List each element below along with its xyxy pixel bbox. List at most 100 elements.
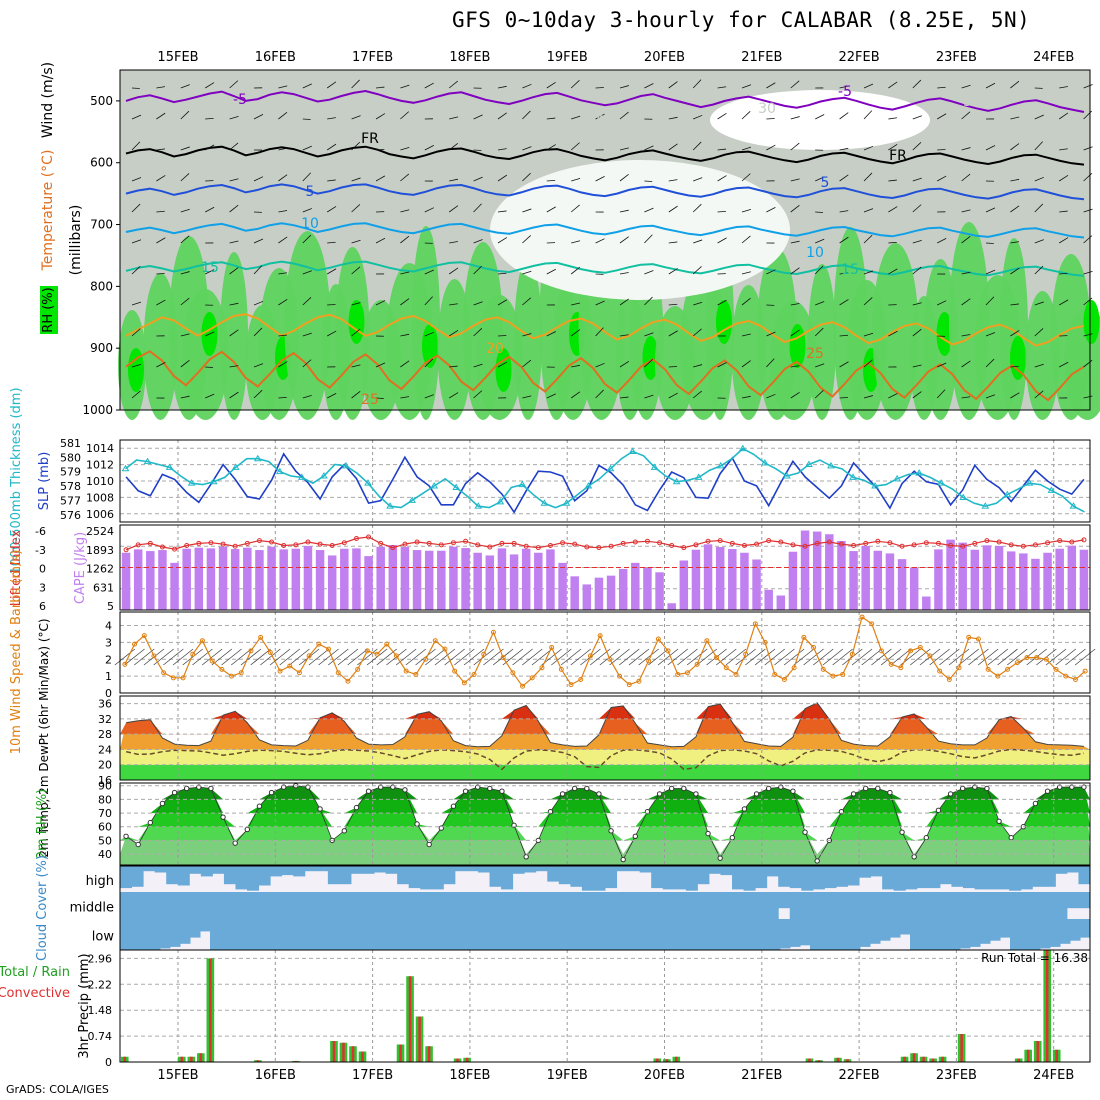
- wind-speed-point: [985, 666, 991, 672]
- cloud-cover-cell: [1032, 892, 1045, 919]
- wind-barb: [1083, 146, 1093, 151]
- wind-barb: [968, 648, 989, 666]
- rh-point: [862, 785, 869, 792]
- x-tick-label-top: 22FEB: [839, 50, 880, 65]
- cloud-cover-cell: [820, 919, 831, 950]
- precip-convective-bar: [456, 1058, 459, 1062]
- wind-barb: [929, 648, 950, 666]
- cloud-cover-cell: [905, 892, 918, 919]
- cloud-cover-cell: [250, 919, 261, 950]
- cloud-cover-cell: [810, 919, 821, 950]
- rh-point: [571, 785, 578, 792]
- cloud-cover-cell: [454, 866, 467, 872]
- temp-ylabel: 2m Temp, 2m DewPt (6hr Min/Max) (°C): [37, 618, 51, 857]
- wind-barb: [546, 206, 556, 213]
- wind-barb: [1059, 148, 1068, 151]
- cape-tick-label: 5: [107, 600, 114, 613]
- precip-ylabel: 3hr Precip (mm): [77, 953, 92, 1058]
- wind-barb: [1010, 365, 1019, 368]
- rh-point: [850, 791, 857, 797]
- cloud-cover-cell: [431, 892, 444, 919]
- cape-bar: [376, 546, 385, 610]
- wind-barb: [278, 361, 288, 368]
- y-tick-label: 1000: [82, 403, 113, 417]
- lifted-index-point: [911, 542, 917, 548]
- cloud-cover-cell: [397, 866, 410, 885]
- thickness-point: [871, 482, 879, 489]
- precip-convective-bar: [361, 1051, 364, 1062]
- rh-point: [559, 791, 566, 797]
- cloud-cover-cell: [801, 892, 814, 919]
- wind-barb: [644, 359, 653, 368]
- contour-label: 15: [201, 260, 219, 276]
- rh-point: [875, 785, 881, 792]
- wind-barb: [790, 116, 800, 120]
- wind-barb: [638, 648, 659, 666]
- cloud-cover-cell: [900, 919, 911, 935]
- precip-convective-bar: [675, 1056, 678, 1062]
- thickness-point: [1047, 486, 1056, 493]
- wind-barb: [546, 144, 556, 151]
- wind-barb: [741, 111, 751, 120]
- wind-barb: [693, 239, 703, 244]
- x-tick-label-top: 17FEB: [352, 50, 393, 65]
- wind-barb: [693, 177, 703, 182]
- wind-speed-point: [170, 675, 176, 681]
- wind-barb: [131, 141, 141, 151]
- isotherm-line: [125, 89, 1085, 113]
- lifted-index-point: [1069, 539, 1075, 545]
- wind-barb: [522, 83, 532, 89]
- wind-barb: [327, 117, 336, 120]
- cloud-cover-cell: [477, 892, 491, 919]
- wind-barb: [839, 361, 849, 368]
- cloud-cover-cell: [140, 919, 151, 950]
- wind-barb: [644, 207, 654, 213]
- cloud-cover-cell: [420, 866, 433, 890]
- cloud-cover-cell: [362, 866, 375, 874]
- precip-convective-bar: [351, 1046, 355, 1062]
- cloud-cover-cell: [220, 919, 231, 950]
- wind-speed-point: [888, 661, 894, 667]
- cape-bar: [922, 596, 931, 610]
- wind-barb: [497, 272, 507, 275]
- x-tick-label-top: 20FEB: [644, 50, 685, 65]
- wind-barb: [961, 236, 971, 244]
- contour-label: 25: [806, 346, 824, 362]
- wind-barb: [531, 648, 553, 666]
- rh-point: [487, 785, 493, 792]
- cape-ylabel: CAPE (J/kg): [73, 532, 88, 604]
- cloud-cover-cell: [431, 866, 444, 890]
- wind-barb: [888, 330, 898, 337]
- wind-speed-point: [267, 650, 273, 655]
- wind-speed-point: [568, 682, 574, 688]
- wind-barb: [985, 394, 996, 399]
- wind-barb: [522, 110, 531, 120]
- wind-barb: [424, 358, 434, 368]
- thickness-ylabel: 1000-500mb Thickness (dm): [9, 387, 24, 574]
- cloud-cover-cell: [600, 919, 611, 950]
- cloud-cover-cell: [400, 919, 411, 950]
- precip-tick-label: 1.48: [88, 1004, 113, 1017]
- wind-speed-point: [743, 651, 749, 657]
- cape-tick-label: 631: [93, 581, 114, 594]
- cloud-cover-cell: [690, 919, 701, 950]
- wind-speed-point: [1063, 673, 1069, 679]
- wind-barb: [863, 172, 873, 182]
- isotherm-line: [125, 145, 1085, 166]
- wind-barb: [156, 362, 166, 368]
- cloud-cover-cell: [385, 892, 398, 919]
- isotherm-line: [125, 260, 1085, 277]
- cloud-cover-cell: [812, 892, 825, 919]
- wind-speed-point: [452, 668, 458, 674]
- slp-tick-label: 1010: [86, 475, 114, 488]
- legend-wind-label: Wind (m/s): [40, 62, 56, 138]
- wind-barb: [961, 334, 971, 337]
- cape-bar: [994, 546, 1004, 610]
- run-total-label: Run Total =: [981, 951, 1050, 965]
- wind-barb: [667, 648, 688, 666]
- cloud-cover-cell: [732, 892, 745, 919]
- rh-point: [620, 856, 626, 863]
- cloud-cover-cell: [916, 866, 929, 889]
- cape-bar: [703, 544, 713, 610]
- cloud-cover-cell: [939, 892, 952, 919]
